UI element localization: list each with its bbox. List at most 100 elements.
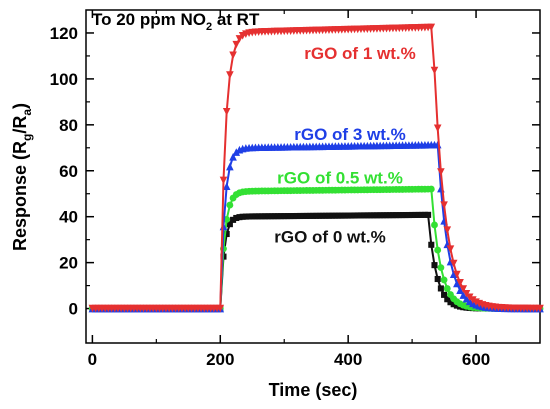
data-point (300, 212, 307, 219)
x-tick-label: 400 (334, 350, 362, 369)
data-point (409, 211, 416, 219)
data-point (322, 212, 329, 219)
data-point (319, 212, 326, 219)
data-point (274, 213, 281, 220)
data-point (277, 213, 285, 220)
data-point (265, 213, 272, 220)
data-point (249, 213, 256, 220)
series-labels: rGO of 1 wt.% rGO of 3 wt.% rGO of 0.5 wt.… (274, 44, 415, 247)
data-point (459, 285, 468, 293)
data-point (226, 221, 233, 228)
data-point (453, 270, 461, 279)
data-point (313, 212, 320, 219)
data-point (449, 270, 458, 278)
data-point (345, 212, 352, 219)
data-point (373, 212, 380, 219)
data-point (364, 212, 371, 219)
y-tick-label: 20 (59, 254, 78, 273)
data-point (441, 291, 448, 298)
series-layer (88, 23, 544, 313)
data-point (415, 211, 422, 218)
data-point (446, 245, 455, 254)
data-point (255, 213, 262, 220)
data-point (357, 212, 364, 219)
data-point (402, 212, 409, 219)
data-point (456, 278, 464, 287)
data-point (405, 211, 412, 219)
data-point (456, 286, 464, 294)
y-tick-label: 60 (59, 162, 78, 181)
data-point (437, 264, 445, 272)
data-point (370, 212, 377, 219)
data-point (233, 214, 240, 222)
data-point (284, 213, 291, 220)
data-point (447, 299, 454, 306)
data-point (453, 302, 460, 309)
data-point (418, 211, 425, 218)
data-point (348, 212, 355, 219)
y-tick-label: 120 (50, 24, 78, 43)
series-1 (88, 140, 544, 313)
y-tick-label: 40 (59, 208, 78, 227)
data-point (216, 304, 225, 313)
series-0 (88, 23, 544, 313)
data-point (354, 212, 361, 219)
data-point (236, 214, 243, 221)
data-point (281, 213, 288, 220)
y-tick-label: 80 (59, 116, 78, 135)
series-label: rGO of 3 wt.% (294, 125, 405, 144)
data-point (252, 213, 259, 220)
data-point (309, 212, 317, 219)
data-point (262, 213, 269, 220)
data-point (258, 213, 265, 220)
data-point (431, 262, 438, 269)
data-point (377, 212, 384, 219)
data-point (229, 51, 237, 60)
data-point (242, 213, 249, 220)
data-point (396, 212, 403, 219)
y-axis-title-group: Response (Rg/Ra) (10, 103, 34, 251)
data-point (246, 213, 253, 220)
data-point (425, 211, 432, 218)
axis-ticks: 0 200 400 600 0 20 40 60 80 100 120 (50, 10, 540, 369)
x-tick-label: 600 (462, 350, 490, 369)
data-point (226, 71, 234, 79)
data-point (335, 212, 342, 219)
data-point (325, 212, 333, 219)
data-point (351, 212, 358, 219)
data-point (361, 212, 368, 219)
data-point (430, 66, 439, 75)
data-point (316, 212, 323, 219)
data-point (433, 124, 442, 133)
data-point (226, 201, 234, 209)
data-point (443, 226, 452, 235)
data-point (437, 285, 444, 292)
x-axis-title: Time (sec) (269, 380, 358, 400)
data-point (386, 212, 393, 219)
series-label: rGO of 0.5 wt.% (277, 168, 403, 187)
data-point (329, 212, 336, 219)
data-point (389, 212, 396, 219)
data-point (427, 185, 435, 193)
data-point (449, 259, 458, 268)
y-tick-label: 0 (69, 300, 78, 319)
data-point (226, 162, 234, 171)
data-point (443, 285, 451, 292)
data-point (437, 168, 445, 176)
data-point (536, 304, 544, 313)
data-point (428, 241, 435, 248)
data-point (380, 212, 387, 219)
series-label: rGO of 1 wt.% (304, 44, 415, 63)
x-tick-label: 0 (88, 350, 97, 369)
data-point (223, 230, 230, 238)
data-point (367, 212, 374, 219)
data-point (459, 291, 468, 299)
chart-title: To 20 ppm NO2 at RT (92, 10, 260, 33)
y-axis-title: Response (Rg/Ra) (10, 103, 34, 251)
data-point (268, 213, 275, 220)
data-point (232, 148, 241, 156)
data-point (303, 212, 310, 219)
y-tick-label: 100 (50, 70, 78, 89)
series-label: rGO of 0 wt.% (274, 228, 385, 247)
